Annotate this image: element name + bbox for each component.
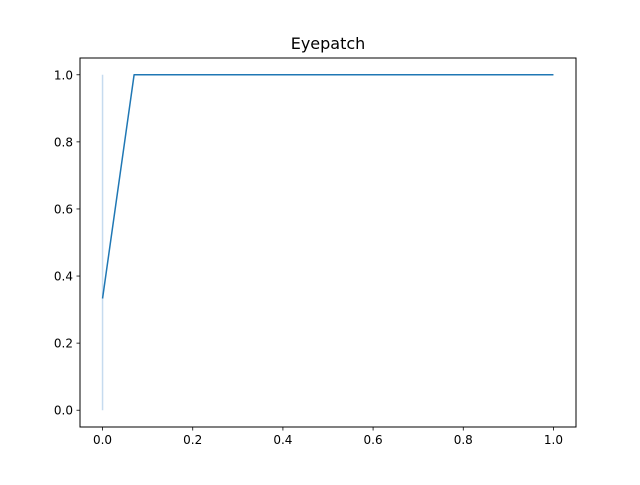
chart-title: Eyepatch	[291, 34, 366, 53]
x-tick-label: 0.2	[183, 433, 202, 447]
x-tick-label: 0.8	[454, 433, 473, 447]
x-tick-label: 0.4	[273, 433, 292, 447]
y-tick-label: 0.6	[54, 202, 73, 216]
y-tick-label: 0.2	[54, 337, 73, 351]
x-tick-label: 1.0	[544, 433, 563, 447]
x-tick-label: 0.0	[93, 433, 112, 447]
plot-area	[101, 74, 554, 411]
y-tick-label: 1.0	[54, 68, 73, 82]
axes-frame	[79, 57, 577, 428]
y-tick-label: 0.4	[54, 270, 73, 284]
x-tick-label: 0.6	[364, 433, 383, 447]
y-axis: 0.0 0.2 0.4 0.6 0.8 1.0	[54, 68, 80, 418]
x-axis: 0.0 0.2 0.4 0.6 0.8 1.0	[93, 427, 563, 447]
series-line-0	[101, 74, 554, 299]
y-tick-label: 0.8	[54, 135, 73, 149]
y-tick-label: 0.0	[54, 404, 73, 418]
